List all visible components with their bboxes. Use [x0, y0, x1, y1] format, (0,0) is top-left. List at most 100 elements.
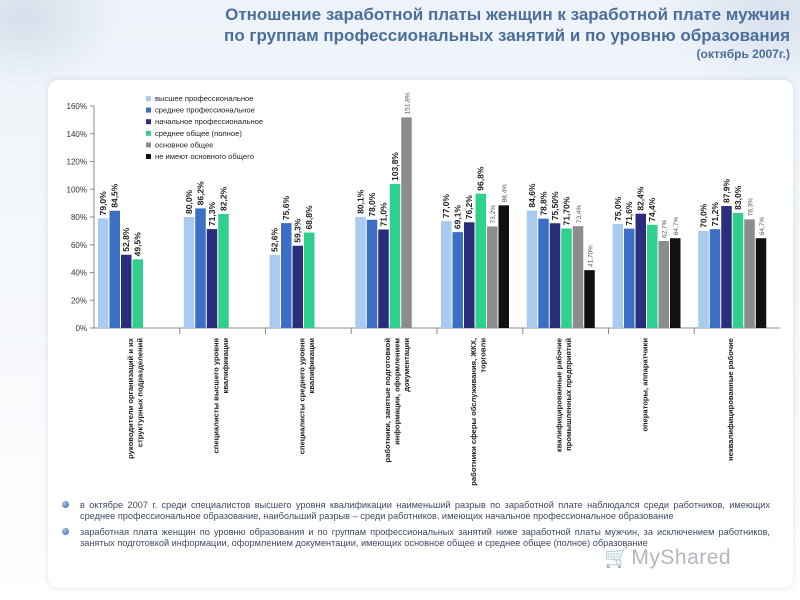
y-tick-label: 60%: [71, 241, 87, 250]
x-tick-label-line: квалифицированные рабочие: [555, 338, 564, 452]
data-label: 77,0%: [441, 194, 451, 219]
bar: [121, 254, 132, 328]
bar: [647, 224, 658, 328]
data-label: 62,7%: [662, 219, 669, 238]
note-text: заработная плата женщин по уровню образо…: [80, 527, 770, 548]
legend-swatch: [146, 130, 151, 136]
data-label: 78,8%: [539, 191, 549, 216]
bar: [538, 218, 549, 328]
bar: [98, 218, 109, 328]
x-tick-label-line: квалификации: [221, 338, 230, 394]
data-label: 80,1%: [356, 189, 366, 214]
bar: [195, 208, 206, 328]
decoration-right: [660, 0, 800, 90]
data-label: 41,70%: [588, 245, 595, 267]
bar: [355, 216, 366, 328]
bar: [549, 223, 561, 328]
bar: [475, 193, 486, 328]
bar: [698, 230, 709, 328]
bar: [206, 229, 218, 328]
x-tick-label-line: специалисты высшего уровня: [212, 338, 221, 453]
x-tick-label-line: торговли: [478, 338, 487, 373]
x-tick-label-line: структурных подразделений: [135, 338, 144, 447]
bar: [304, 232, 315, 328]
data-label: 80,0%: [184, 189, 194, 214]
data-label: 87,9%: [722, 178, 732, 203]
x-tick-label: работники, занятые подготовкойинформации…: [383, 338, 411, 463]
y-tick-label: 100%: [67, 185, 87, 194]
notes: в октябре 2007 г. среди специалистов выс…: [58, 500, 770, 554]
legend-label: не имеют основного общего: [155, 152, 254, 161]
bar: [269, 255, 280, 328]
data-label: 84,6%: [527, 183, 537, 208]
title-line-3: (октябрь 2007г.): [696, 47, 791, 61]
bar: [572, 226, 584, 328]
x-tick-label-line: неквалифицированные рабочие: [726, 338, 735, 461]
x-tick-label-line: документации: [402, 338, 411, 392]
x-tick-label: специалисты среднего уровняквалификации: [297, 338, 316, 455]
bar: [378, 229, 389, 328]
data-label: 75,50%: [550, 191, 560, 220]
x-tick-label-line: операторы, аппаратчики: [640, 338, 649, 432]
data-label: 82,2%: [219, 186, 229, 211]
data-label: 103,8%: [390, 152, 400, 181]
title-line-1: Отношение заработной платы женщин к зара…: [225, 5, 790, 24]
decoration-left: [0, 0, 120, 90]
data-label: 71,6%: [624, 201, 634, 226]
legend-swatch: [146, 154, 151, 159]
y-tick-label: 40%: [71, 269, 87, 278]
legend-swatch: [146, 142, 151, 148]
data-label: 83,0%: [733, 185, 743, 210]
bar: [109, 210, 120, 328]
x-tick-label: квалифицированные рабочиепромышленных пр…: [555, 338, 574, 452]
legend-label: среднее общее (полное): [155, 129, 242, 138]
bar: [561, 228, 572, 328]
data-label: 59,3%: [293, 218, 303, 243]
bar: [584, 270, 595, 328]
data-label: 82,4%: [636, 186, 646, 211]
x-tick-label-line: информации, оформлением: [393, 338, 402, 445]
bar: [366, 219, 378, 328]
bar: [670, 238, 681, 328]
x-tick-label-line: работники сферы обслуживания, ЖКХ,: [469, 338, 478, 486]
legend-label: высшее профессиональное: [155, 94, 253, 103]
bar: [721, 206, 732, 328]
data-label: 96,8%: [476, 166, 486, 191]
bar: [132, 259, 143, 328]
x-tick-label-line: специалисты среднего уровня: [297, 338, 306, 454]
data-label: 76,2%: [464, 195, 474, 220]
data-label: 151,8%: [405, 92, 412, 114]
watermark-text: MyShared: [631, 546, 732, 569]
data-label: 71,2%: [710, 202, 720, 227]
y-tick-label: 0%: [75, 324, 87, 333]
bar-chart: 0% 20% 40% 60% 80% 100% 120% 140% 160% 79,0% 84,5%…: [67, 92, 780, 486]
bar: [612, 223, 623, 328]
x-tick-label-line: квалификации: [307, 338, 316, 394]
legend-label: среднее профессиональное: [155, 106, 255, 115]
y-tick-label: 120%: [67, 158, 87, 167]
bar: [709, 229, 721, 328]
data-label: 73,2%: [490, 205, 497, 224]
content-panel: [48, 80, 793, 588]
y-tick-label: 20%: [71, 296, 87, 305]
data-label: 70,0%: [699, 203, 709, 228]
shopping-cart-icon: 🛒: [604, 547, 630, 569]
data-label: 49,5%: [133, 232, 143, 257]
x-tick-label-line: работники, занятые подготовкой: [383, 338, 392, 463]
bullet-icon: [62, 528, 69, 535]
bar: [635, 213, 646, 328]
bar: [755, 238, 767, 328]
data-label: 71,70%: [562, 196, 572, 225]
bar: [526, 210, 538, 328]
bar: [401, 117, 412, 328]
note-text: в октябре 2007 г. среди специалистов выс…: [80, 500, 770, 521]
legend-swatch: [146, 96, 151, 101]
data-label: 78,3%: [748, 198, 755, 217]
data-label: 75,6%: [281, 196, 291, 221]
data-label: 52,8%: [121, 227, 131, 252]
x-tick-label: работники сферы обслуживания, ЖКХ,торгов…: [469, 338, 488, 486]
x-tick-label: неквалифицированные рабочие: [726, 338, 735, 461]
bar: [464, 222, 475, 328]
data-label: 52,6%: [270, 227, 280, 252]
bar: [281, 223, 292, 328]
